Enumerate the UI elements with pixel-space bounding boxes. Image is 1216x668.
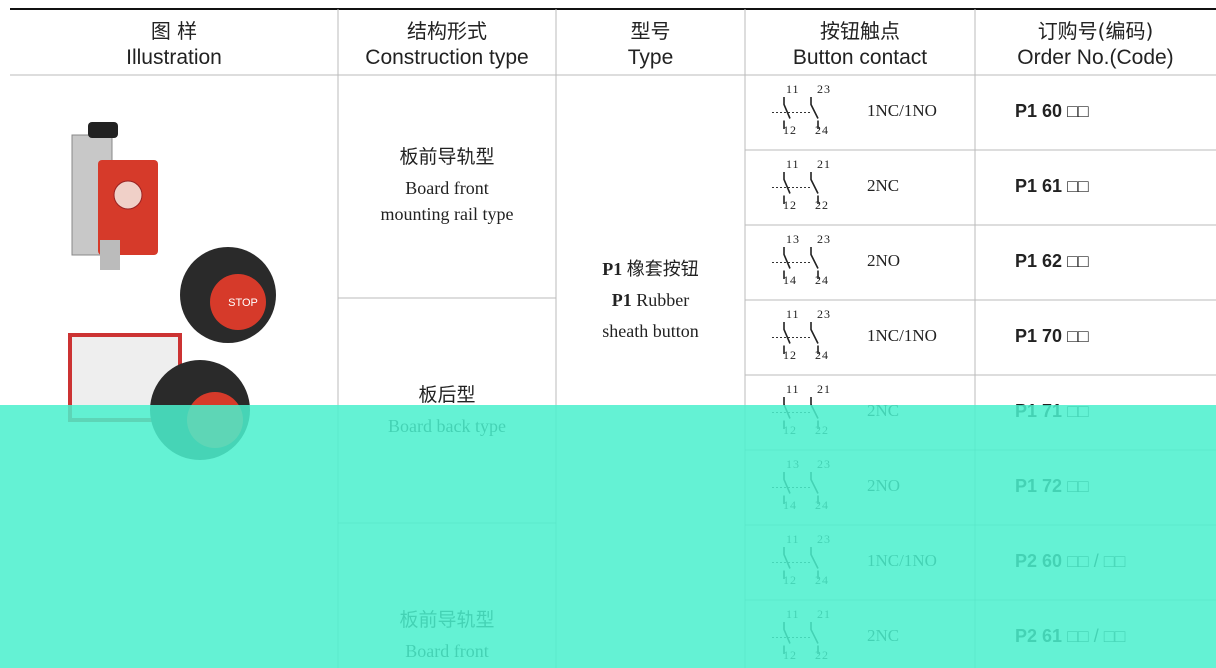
terminal-label: 12 [783, 348, 797, 362]
header-en: Construction type [365, 46, 529, 69]
type-code: P1 [602, 259, 623, 279]
order-code-suffix: □□ [1067, 250, 1089, 271]
order-code-main: P1 61 [1015, 175, 1063, 196]
type-line: P1 橡套按钮 [556, 256, 745, 282]
order-code: P1 61 □□ [1015, 176, 1089, 197]
type-en: sheath button [602, 321, 699, 341]
contact-symbol [810, 172, 819, 204]
terminal-label: 23 [817, 232, 831, 246]
terminal-label: 14 [783, 273, 797, 287]
order-code-main: P1 60 [1015, 100, 1063, 121]
order-code-main: P1 70 [1015, 325, 1063, 346]
contact-type: 1NC/1NO [867, 325, 937, 345]
contact-type: 2NC [867, 175, 900, 195]
terminal-label: 23 [817, 82, 831, 96]
terminal-label: 24 [815, 348, 829, 362]
terminal-label: 21 [817, 157, 831, 171]
header-zh: 型号 [630, 19, 671, 43]
construction-en: Board front [405, 177, 489, 198]
type-line: P1 Rubber [556, 287, 745, 313]
type-en: Rubber [636, 290, 690, 310]
terminal-label: 12 [783, 198, 797, 212]
contact-symbol [783, 97, 791, 129]
contact-symbol [783, 247, 791, 279]
terminal-label: 21 [817, 382, 831, 396]
header-zh: 订购号(编码) [1037, 19, 1154, 43]
corrupted-region [0, 405, 1216, 668]
order-code: P1 62 □□ [1015, 251, 1089, 272]
terminal-label: 22 [815, 198, 829, 212]
terminal-label: 24 [815, 123, 829, 137]
header-zh: 图 样 [150, 19, 198, 43]
contact-symbol [810, 97, 819, 129]
order-code: P1 70 □□ [1015, 326, 1089, 347]
header-en: Type [627, 46, 674, 69]
construction-zh: 板后型 [418, 384, 476, 406]
order-code: P1 60 □□ [1015, 101, 1089, 122]
contact-symbol [783, 322, 791, 354]
order-code-suffix: □□ [1067, 100, 1089, 121]
terminal-label: 13 [786, 232, 800, 246]
header-en: Order No.(Code) [1017, 46, 1174, 69]
order-code-suffix: □□ [1067, 175, 1089, 196]
header-zh: 按钮触点 [820, 19, 900, 43]
header-zh: 结构形式 [407, 19, 487, 43]
type-zh: 橡套按钮 [626, 259, 699, 279]
terminal-label: 11 [786, 307, 800, 321]
order-code-main: P1 62 [1015, 250, 1063, 271]
contact-symbol [783, 172, 791, 204]
type-code: P1 [611, 290, 632, 310]
terminal-label: 12 [783, 123, 797, 137]
contact-type: 1NC/1NO [867, 100, 937, 120]
order-code-suffix: □□ [1067, 325, 1089, 346]
button-label: STOP [228, 297, 258, 309]
terminal-label: 23 [817, 307, 831, 321]
terminal-label: 11 [786, 82, 800, 96]
contact-type: 2NO [867, 250, 901, 270]
contact-symbol [810, 247, 819, 279]
contact-symbol [810, 322, 819, 354]
terminal-label: 11 [786, 382, 800, 396]
construction-zh: 板前导轨型 [399, 146, 495, 168]
header-en: Button contact [792, 46, 928, 69]
header-en: Illustration [126, 46, 222, 69]
terminal-label: 24 [815, 273, 829, 287]
terminal-label: 11 [786, 157, 800, 171]
construction-en: mounting rail type [380, 203, 514, 224]
